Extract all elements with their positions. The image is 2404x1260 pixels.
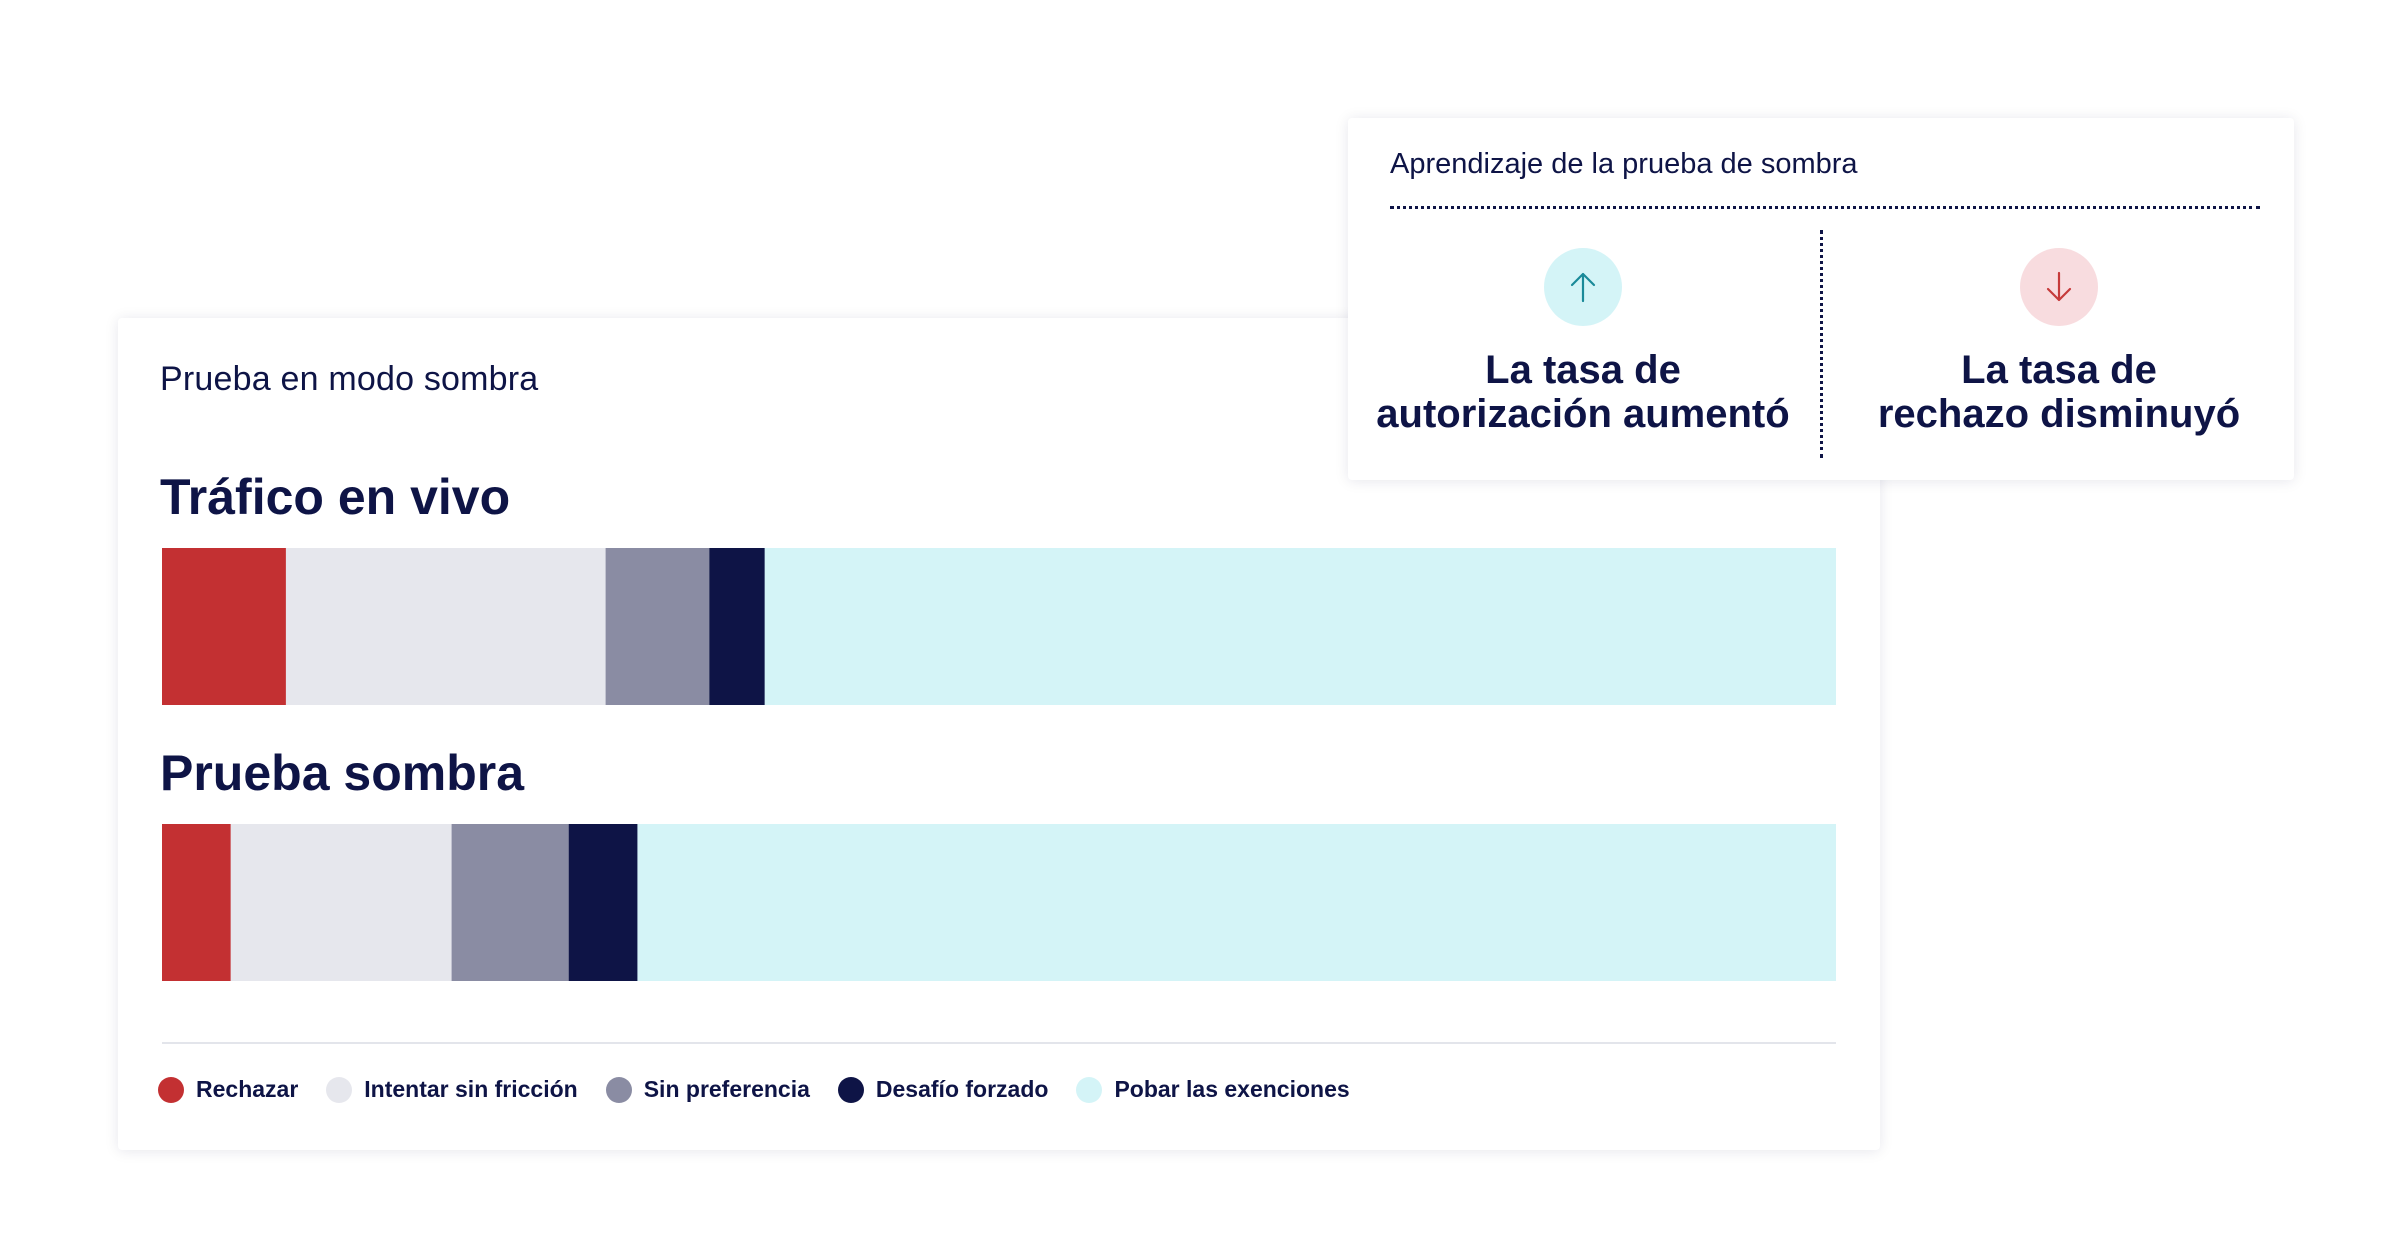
bar-segment-sin-preferencia (605, 548, 710, 705)
legend-item-sin-preferencia: Sin preferencia (605, 1076, 810, 1103)
arrow-up-icon (1544, 248, 1622, 326)
legend-swatch (837, 1076, 864, 1103)
legend-divider (162, 1042, 1836, 1044)
stacked-bar-shadow-test (162, 824, 1836, 981)
bar-segment-desafio-forzado (568, 824, 638, 981)
legend-item-probar-exenciones: Pobar las exenciones (1076, 1076, 1350, 1103)
row-label-shadow-test: Prueba sombra (160, 745, 525, 801)
bar-segment-sin-preferencia (451, 824, 570, 981)
stacked-bar-live-traffic (162, 548, 1836, 705)
shadow-test-learnings-card: Aprendizaje de la prueba de sombra La ta… (1348, 118, 2294, 480)
metric-text: La tasa de autorización aumentó (1348, 348, 1818, 436)
legend-label: Pobar las exenciones (1114, 1076, 1350, 1102)
legend-swatch (605, 1076, 632, 1103)
bar-segment-intentar-sin-friccion (285, 548, 607, 705)
dotted-divider-horizontal (1390, 206, 2260, 209)
metric-decline-rate: La tasa de rechazo disminuyó (1824, 248, 2294, 436)
legend-item-rechazar: Rechazar (158, 1076, 298, 1103)
bar-segment-rechazar (162, 548, 287, 705)
bar-segment-pobar-las-exenciones (764, 548, 1836, 705)
legend-label: Desafío forzado (875, 1076, 1049, 1102)
metric-line-2: rechazo disminuyó (1877, 392, 2241, 436)
legend-item-intentar-sin-friccion: Intentar sin fricción (326, 1076, 578, 1103)
row-label-live-traffic: Tráfico en vivo (160, 469, 511, 525)
metric-line-1: La tasa de (1485, 348, 1681, 392)
legend-swatch (158, 1076, 184, 1103)
arrow-down-icon (2020, 248, 2098, 326)
legend-label: Rechazar (196, 1076, 299, 1102)
learnings-title: Aprendizaje de la prueba de sombra (1390, 148, 1858, 180)
metric-text: La tasa de rechazo disminuyó (1824, 348, 2294, 436)
dotted-divider-vertical (1820, 230, 1823, 458)
legend-swatch (326, 1076, 353, 1103)
bar-segment-intentar-sin-friccion (230, 824, 453, 981)
bar-segment-pobar-las-exenciones (637, 824, 1836, 981)
card-title: Prueba en modo sombra (160, 360, 539, 398)
metric-line-2: autorización aumentó (1376, 392, 1790, 436)
metric-authorization-rate: La tasa de autorización aumentó (1348, 248, 1818, 436)
legend-item-desafio-forzado: Desafío forzado (837, 1076, 1049, 1103)
legend-label: Sin preferencia (643, 1076, 810, 1102)
bar-segment-rechazar (162, 824, 232, 981)
metric-line-1: La tasa de (1961, 348, 2157, 392)
legend-label: Intentar sin fricción (364, 1076, 578, 1102)
legend-swatch (1076, 1076, 1103, 1103)
bar-segment-desafio-forzado (709, 548, 766, 705)
chart-legend: Rechazar Intentar sin fricción Sin prefe… (158, 1076, 1378, 1103)
